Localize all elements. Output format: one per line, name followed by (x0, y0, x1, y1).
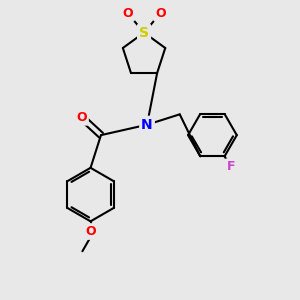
Text: O: O (85, 225, 96, 238)
Text: N: N (141, 118, 153, 132)
Text: O: O (122, 7, 133, 20)
Text: S: S (139, 26, 149, 40)
Text: F: F (226, 160, 235, 173)
Text: O: O (76, 111, 87, 124)
Text: O: O (155, 7, 166, 20)
